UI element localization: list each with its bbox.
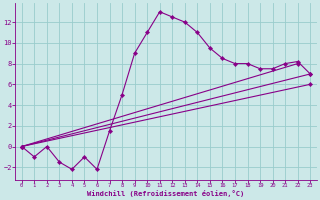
X-axis label: Windchill (Refroidissement éolien,°C): Windchill (Refroidissement éolien,°C) <box>87 190 244 197</box>
